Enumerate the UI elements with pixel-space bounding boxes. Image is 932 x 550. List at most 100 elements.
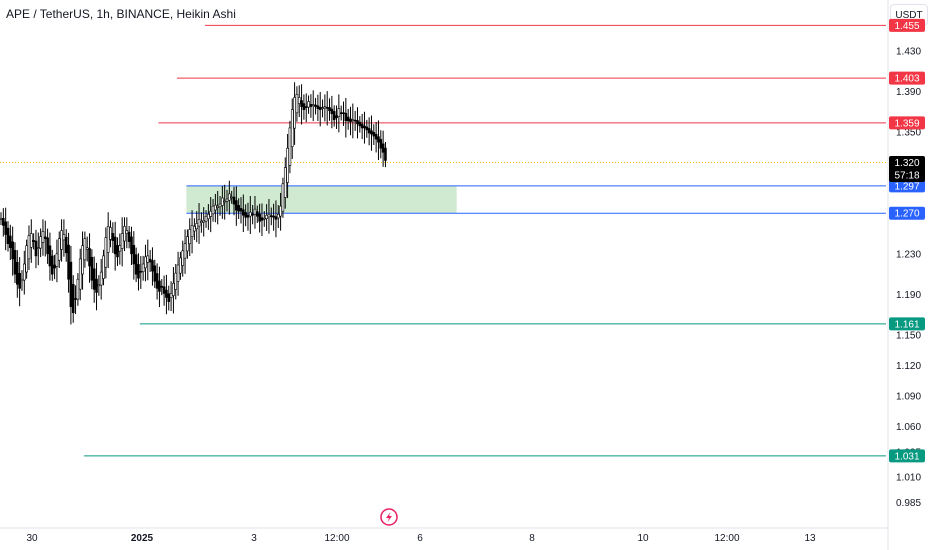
candle	[297, 85, 301, 118]
candle	[76, 273, 80, 306]
candle	[377, 120, 380, 161]
candle	[25, 239, 28, 279]
candle	[207, 204, 210, 230]
candle	[384, 141, 387, 168]
candle	[4, 207, 7, 251]
x-tick-label: 13	[804, 533, 816, 544]
candle	[151, 247, 154, 286]
candle	[18, 257, 21, 307]
candle	[318, 92, 322, 127]
candle	[97, 275, 101, 296]
y-tick-label: 1.010	[896, 473, 921, 484]
candle	[363, 111, 366, 144]
levels-layer	[0, 24, 886, 457]
x-tick-label: 30	[26, 533, 38, 544]
candle	[267, 199, 271, 234]
candle	[195, 211, 199, 243]
candle	[290, 98, 294, 159]
candle	[342, 101, 345, 127]
badges-layer: 1.455 1.403 1.359 1.297 1.270 1.161 1.031 1.320…	[889, 18, 925, 463]
candle	[32, 233, 35, 250]
candle	[78, 248, 82, 301]
candle	[358, 116, 362, 133]
candle	[356, 107, 359, 139]
candle	[92, 256, 96, 303]
candle	[88, 233, 91, 283]
level-badge-label: 1.403	[894, 74, 919, 85]
candle	[167, 285, 171, 311]
level-badge-label: 1.359	[894, 118, 919, 129]
candle	[41, 219, 45, 256]
candle	[172, 267, 175, 314]
x-tick-label: 12:00	[324, 533, 349, 544]
candle	[55, 239, 59, 283]
candle	[104, 227, 108, 279]
candle	[314, 97, 317, 115]
candle	[158, 266, 161, 308]
candle	[106, 212, 110, 269]
y-tick-label: 1.150	[896, 331, 921, 342]
candle	[274, 200, 278, 238]
candle	[335, 105, 338, 129]
candle	[204, 210, 208, 228]
candle	[125, 217, 129, 249]
candle	[165, 274, 168, 315]
candle	[328, 98, 331, 121]
level-badge: 1.297	[889, 179, 925, 193]
level-badge: 1.403	[889, 71, 925, 85]
lightning-bolt-icon[interactable]	[380, 508, 398, 526]
candle	[139, 256, 143, 289]
candle	[300, 84, 303, 125]
candle	[153, 259, 157, 288]
candle	[99, 258, 103, 300]
candle	[237, 198, 240, 220]
candle	[281, 177, 285, 218]
candle	[11, 226, 14, 276]
level-badge: 1.270	[889, 206, 925, 220]
candle	[242, 194, 245, 233]
candle	[57, 231, 61, 269]
candle	[27, 225, 31, 271]
candle	[286, 134, 289, 199]
candle	[48, 232, 52, 281]
candle	[372, 124, 376, 145]
candle	[2, 208, 5, 237]
candle	[239, 197, 243, 224]
candle	[295, 86, 299, 122]
candle	[176, 251, 180, 296]
level-badge: 1.031	[889, 449, 925, 463]
candle	[123, 217, 126, 252]
x-tick-label: 3	[251, 533, 257, 544]
candle	[337, 94, 341, 133]
candle	[69, 245, 73, 325]
level-badge-label: 1.455	[894, 21, 919, 32]
candle	[155, 263, 159, 300]
y-tick-label: 1.390	[896, 87, 921, 98]
current-price-badge-bg	[889, 155, 925, 182]
candle	[246, 202, 250, 231]
candle	[71, 275, 75, 323]
candle	[365, 119, 369, 138]
candles-layer	[0, 82, 387, 325]
level-badge-bg	[889, 179, 925, 193]
candle	[34, 229, 38, 269]
countdown-label: 57:18	[894, 170, 919, 181]
candle	[379, 130, 383, 159]
candle	[127, 226, 131, 249]
candle	[307, 95, 310, 114]
level-badge-label: 1.161	[894, 319, 919, 330]
candle	[120, 217, 124, 267]
candle	[279, 192, 282, 231]
candle	[36, 232, 40, 266]
candle	[283, 157, 287, 209]
candle	[321, 99, 324, 118]
candle	[323, 94, 327, 122]
candle	[309, 94, 313, 118]
candle	[16, 250, 19, 298]
candle	[81, 231, 84, 290]
candle	[9, 224, 12, 261]
candle	[216, 190, 219, 225]
candle	[162, 275, 166, 306]
candle	[146, 239, 150, 281]
